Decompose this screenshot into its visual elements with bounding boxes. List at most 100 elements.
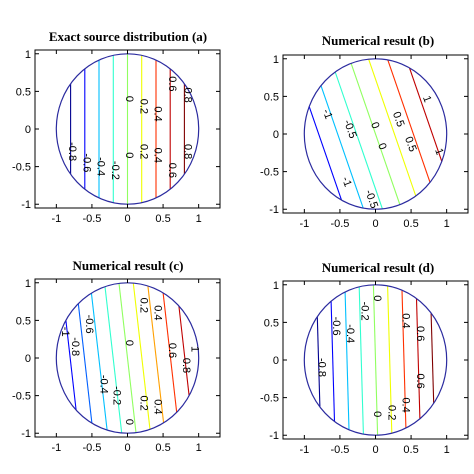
contour-label: 0.5 — [402, 135, 419, 153]
contour-line — [401, 290, 407, 429]
contour-label: 0 — [375, 142, 388, 152]
contour-label: -0.6 — [80, 153, 92, 172]
contour-label: 0.4 — [400, 313, 412, 328]
contour-label: 0.4 — [152, 148, 164, 163]
x-tick-label: -0.5 — [82, 213, 101, 225]
x-tick-label: -1 — [51, 213, 61, 225]
y-tick-label: 0.5 — [16, 315, 31, 327]
y-tick-label: -0.5 — [260, 167, 279, 179]
contour-label: -0.8 — [69, 337, 81, 356]
contour-label: 0 — [123, 419, 135, 425]
x-tick-label: 0 — [372, 218, 378, 230]
y-tick-label: 0 — [25, 124, 31, 136]
contour-line — [330, 301, 336, 422]
panel-d: Numerical result (d) -0.8-0.6 -0.4-0.200 0… — [260, 260, 469, 456]
contour-label: -0.6 — [83, 315, 95, 334]
x-tick-label: 0 — [124, 442, 130, 454]
y-tick-label: -1 — [21, 428, 31, 440]
y-tick-label: 0.5 — [264, 91, 279, 103]
contour-line — [104, 286, 123, 434]
contour-label: 1 — [420, 94, 433, 104]
panel-c-title: Numerical result (c) — [73, 258, 184, 273]
y-tick-label: 0.5 — [264, 317, 279, 329]
contour-label: 0.6 — [414, 373, 426, 388]
y-tick-label: -1 — [269, 430, 279, 442]
contour-line — [344, 291, 350, 430]
contour-line — [162, 292, 178, 413]
x-tick-label: 1 — [196, 213, 202, 225]
contour-label: -1 — [59, 327, 71, 337]
x-tick-label: 1 — [444, 444, 450, 456]
y-tick-label: 0 — [273, 355, 279, 367]
contour-label: -0.4 — [98, 375, 110, 394]
contour-label: -0.8 — [66, 142, 78, 161]
panel-b: Numerical result (b) -1 -1 -0.5 -0.5 0 0 0.5 0.… — [260, 33, 469, 230]
panel-a-title: Exact source distribution (a) — [49, 29, 207, 44]
contour-label: -0.2 — [109, 161, 121, 180]
contour-label: 0.8 — [181, 87, 193, 102]
panel-c-contours: -1-0.8-0.6-0.4-0.2000.20.20.40.40.60.81-… — [12, 278, 220, 454]
contour-line — [90, 293, 108, 431]
x-tick-label: 0.5 — [403, 218, 418, 230]
contour-label: 0.2 — [137, 144, 149, 159]
contour-line — [415, 298, 421, 419]
contour-label: 0 — [123, 340, 135, 346]
contour-label: 0.8 — [181, 144, 193, 159]
contour-label: 1 — [189, 346, 201, 352]
contour-line — [132, 282, 151, 430]
contour-line — [320, 85, 364, 209]
x-tick-label: 0.5 — [155, 442, 170, 454]
y-tick-label: 0 — [273, 129, 279, 141]
contour-line — [118, 283, 137, 433]
contour-label: 0.2 — [137, 99, 149, 114]
y-tick-label: 1 — [25, 49, 31, 61]
contour-label: 0.6 — [166, 163, 178, 178]
x-tick-label: -0.5 — [82, 442, 101, 454]
y-tick-label: 1 — [273, 54, 279, 66]
y-tick-label: 0.5 — [16, 86, 31, 98]
contour-label: 0.2 — [137, 298, 149, 313]
x-tick-label: -1 — [299, 218, 309, 230]
contour-label: 0.4 — [152, 106, 164, 121]
panel-b-title: Numerical result (b) — [322, 33, 434, 48]
contour-label: 0.4 — [152, 399, 164, 414]
contour-label: 0 — [371, 411, 383, 417]
contour-line — [372, 284, 379, 436]
x-tick-label: 1 — [196, 442, 202, 454]
x-tick-label: 0 — [372, 444, 378, 456]
y-tick-label: 1 — [273, 280, 279, 292]
contour-line — [387, 285, 393, 434]
contour-line — [65, 320, 77, 411]
x-tick-label: 0.5 — [155, 213, 170, 225]
y-tick-label: -0.5 — [260, 393, 279, 405]
contour-label: 0.6 — [166, 343, 178, 358]
panel-c: Numerical result (c) -1-0.8-0.6-0.4-0.20… — [12, 258, 221, 454]
contour-label: 1 — [432, 147, 445, 157]
contour-label: -0.6 — [330, 317, 342, 336]
contour-label: -0.4 — [344, 324, 356, 343]
contour-label: 0.6 — [414, 326, 426, 341]
contour-line — [408, 67, 443, 162]
contour-label: -0.2 — [358, 302, 370, 321]
x-tick-label: 0.5 — [403, 444, 418, 456]
contour-label: 0.5 — [390, 110, 407, 128]
contour-line — [387, 59, 431, 183]
contour-label: 0 — [123, 152, 135, 158]
x-tick-label: -0.5 — [330, 218, 349, 230]
contour-line — [350, 63, 401, 205]
x-tick-label: -1 — [51, 442, 61, 454]
contour-line — [334, 71, 383, 210]
panel-d-contours: -0.8-0.6 -0.4-0.200 0.20.40.40.60.6-1 -0.5 0… — [260, 280, 468, 456]
panel-d-title: Numerical result (d) — [322, 260, 434, 275]
contour-label: 0.6 — [166, 76, 178, 91]
contour-line — [316, 316, 321, 407]
contour-line — [178, 305, 190, 396]
contour-line — [368, 58, 417, 197]
contour-label: -1 — [339, 175, 354, 188]
contour-line — [147, 285, 165, 423]
y-tick-label: 1 — [25, 278, 31, 290]
y-tick-label: -1 — [269, 204, 279, 216]
contour-line — [308, 106, 343, 201]
y-tick-label: 0 — [25, 353, 31, 365]
